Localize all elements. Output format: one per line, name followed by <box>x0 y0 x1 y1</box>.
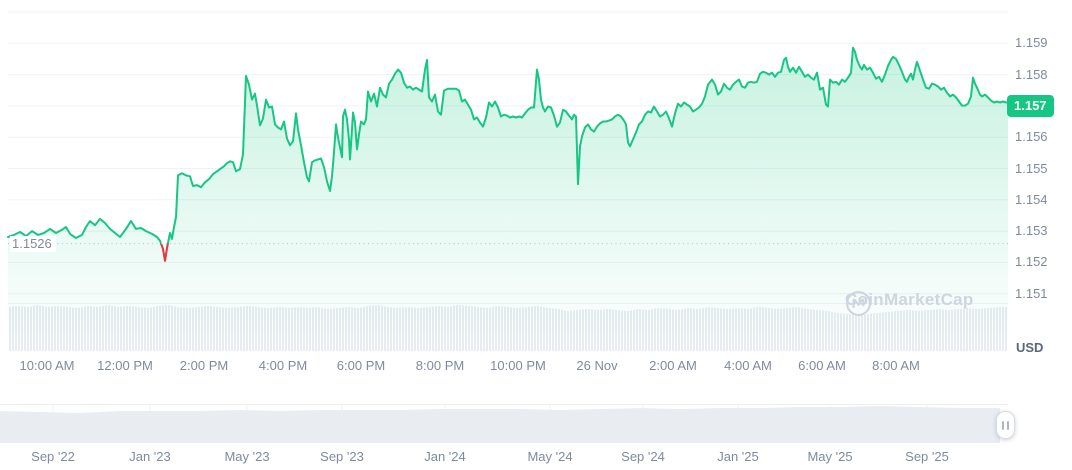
navigator-date-label: Sep '22 <box>31 449 75 464</box>
handle-grip-bar <box>1002 420 1004 430</box>
navigator-date-label: Jan '24 <box>424 449 466 464</box>
navigator-area <box>0 406 1000 443</box>
handle-grip-bar <box>1007 420 1009 430</box>
x-axis-tick-label: 12:00 PM <box>97 358 153 373</box>
x-axis-tick-label: 8:00 AM <box>872 358 920 373</box>
x-axis-tick-label: 2:00 PM <box>179 358 229 373</box>
previous-close-label: 1.1526 <box>10 235 56 252</box>
watermark-text: CoinMarketCap <box>845 290 974 309</box>
x-axis-tick-label: 10:00 AM <box>19 358 75 373</box>
navigator-date-label: Sep '25 <box>905 449 949 464</box>
y-axis-tick-label: 1.155 <box>1015 160 1048 176</box>
y-axis-tick-label: 1.153 <box>1015 223 1048 239</box>
navigator-date-label: Sep '24 <box>621 449 665 464</box>
x-axis-tick-label: 26 Nov <box>576 358 618 373</box>
coinmarketcap-watermark: CoinMarketCap <box>845 290 974 316</box>
navigator-date-label: May '23 <box>224 449 270 464</box>
coinmarketcap-logo-icon <box>846 291 871 316</box>
x-axis-tick-label: 8:00 PM <box>415 358 465 373</box>
x-axis-tick-label: 6:00 AM <box>798 358 846 373</box>
y-axis-tick-label: 1.158 <box>1015 66 1048 82</box>
price-area-fill <box>8 47 1008 351</box>
navigator-date-label: May '25 <box>807 449 853 464</box>
y-axis-tick-label: 1.154 <box>1015 191 1048 207</box>
navigator-date-label: Jan '25 <box>717 449 759 464</box>
navigator-brush[interactable] <box>0 404 1000 443</box>
y-axis-tick-label: 1.151 <box>1015 285 1048 301</box>
currency-unit-label: USD <box>1016 340 1044 355</box>
y-axis-tick-label: 1.159 <box>1015 35 1048 51</box>
price-line-below-threshold <box>159 243 169 262</box>
x-axis-tick-label: 4:00 AM <box>724 358 772 373</box>
x-axis-tick-label: 6:00 PM <box>336 358 386 373</box>
price-line <box>7 46 1009 262</box>
navigator-date-label: May '24 <box>527 449 573 464</box>
y-axis-tick-label: 1.156 <box>1015 129 1048 145</box>
current-price-badge: 1.157 <box>1007 94 1054 117</box>
x-axis-tick-label: 2:00 AM <box>649 358 697 373</box>
y-axis-tick-label: 1.152 <box>1015 254 1048 270</box>
navigator-date-label: Jan '23 <box>129 449 171 464</box>
x-axis-tick-label: 10:00 PM <box>490 358 546 373</box>
x-axis-tick-label: 4:00 PM <box>258 358 308 373</box>
navigator-right-handle[interactable] <box>996 411 1015 439</box>
navigator-date-label: Sep '23 <box>320 449 364 464</box>
